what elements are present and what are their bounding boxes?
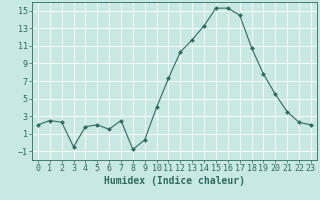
X-axis label: Humidex (Indice chaleur): Humidex (Indice chaleur) bbox=[104, 176, 245, 186]
